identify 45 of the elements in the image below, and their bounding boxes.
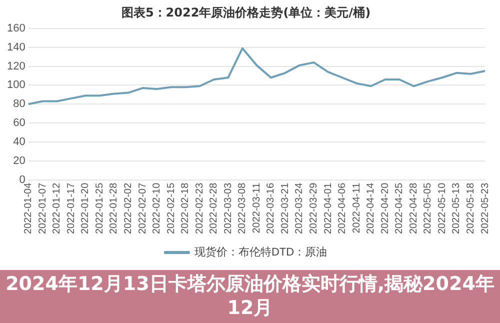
x-tick-label: 2022-03-08 bbox=[237, 182, 248, 234]
x-tick-label: 2022-02-28 bbox=[208, 182, 220, 234]
x-tick-label: 2022-01-17 bbox=[66, 182, 77, 234]
x-tick-label: 2022-01-12 bbox=[52, 182, 63, 234]
x-tick-label: 2022-05-23 bbox=[480, 182, 491, 234]
y-tick-label: 20 bbox=[13, 154, 26, 167]
x-tick-label: 2022-04-28 bbox=[408, 182, 420, 234]
x-tick-label: 2022-02-15 bbox=[166, 182, 177, 234]
x-tick-label: 2022-03-29 bbox=[308, 182, 320, 234]
y-tick-label: 40 bbox=[13, 136, 26, 148]
y-tick-label: 0 bbox=[19, 174, 26, 186]
x-tick-label: 2022-01-07 bbox=[37, 182, 48, 234]
x-tick-label: 2022-04-25 bbox=[394, 182, 406, 234]
x-tick-label: 2022-05-10 bbox=[436, 182, 448, 234]
y-tick-label: 140 bbox=[6, 41, 26, 54]
y-tick-label: 80 bbox=[13, 98, 26, 110]
x-tick-label: 2022-01-04 bbox=[23, 182, 34, 234]
x-tick-label: 2022-04-11 bbox=[351, 182, 362, 234]
x-tick-label: 2022-01-20 bbox=[80, 182, 92, 234]
x-tick-label: 2022-02-07 bbox=[137, 182, 148, 234]
y-tick-label: 120 bbox=[6, 60, 26, 72]
x-tick-label: 2022-01-25 bbox=[94, 182, 106, 234]
y-tick-label: 60 bbox=[13, 117, 26, 130]
x-tick-label: 2022-04-14 bbox=[366, 182, 377, 234]
text: 2024年12月13日卡塔尔原油价格实时行情,揭秘2024年12月 bbox=[0, 270, 500, 323]
x-tick-label: 2022-03-24 bbox=[294, 182, 306, 234]
x-tick-label: 2022-05-18 bbox=[465, 182, 476, 234]
x-tick-label: 2022-03-11 bbox=[251, 182, 262, 234]
x-tick-label: 2022-02-23 bbox=[194, 182, 206, 234]
x-tick-label: 2022-03-03 bbox=[222, 182, 234, 234]
x-tick-label: 2022-04-01 bbox=[322, 182, 334, 234]
y-tick-label: 160 bbox=[6, 22, 26, 34]
x-tick-label: 2022-04-20 bbox=[380, 182, 391, 234]
y-tick-label: 100 bbox=[6, 79, 26, 92]
legend-label: 现货价：布伦特DTD：原油 bbox=[194, 246, 328, 259]
x-tick-label: 2022-02-10 bbox=[152, 182, 163, 234]
x-tick-label: 2022-02-18 bbox=[180, 182, 192, 234]
x-tick-label: 2022-03-21 bbox=[280, 182, 291, 234]
x-tick-label: 2022-04-06 bbox=[337, 182, 348, 234]
chart-title: 图表5：2022年原油价格走势(单位：美元/桶) bbox=[121, 5, 371, 20]
x-tick-label: 2022-01-28 bbox=[108, 182, 120, 234]
x-tick-label: 2022-05-13 bbox=[451, 182, 462, 234]
x-tick-label: 2022-02-02 bbox=[122, 182, 134, 234]
x-tick-label: 2022-05-05 bbox=[422, 182, 434, 234]
x-tick-label: 2022-03-16 bbox=[266, 182, 277, 234]
